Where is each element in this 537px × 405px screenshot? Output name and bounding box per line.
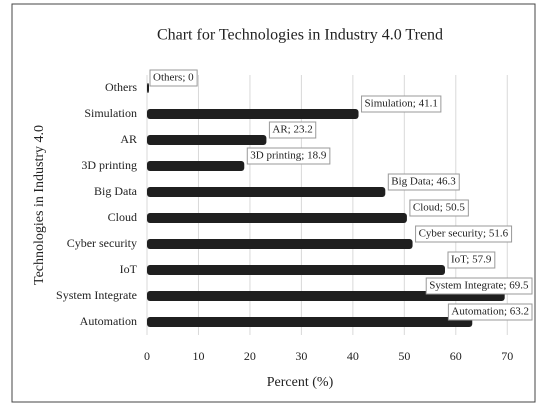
data-label: Cyber security; 51.6: [419, 228, 509, 240]
y-tick-label: Others: [105, 80, 137, 94]
x-tick-label: 50: [398, 349, 410, 363]
bar: [147, 213, 407, 223]
data-label: Automation; 63.2: [451, 306, 529, 318]
data-label-box: [447, 303, 533, 321]
x-tick-label: 70: [501, 349, 513, 363]
x-axis-label: Percent (%): [267, 375, 334, 390]
y-tick-label: IoT: [120, 262, 138, 276]
y-tick-label: Big Data: [94, 184, 138, 198]
y-axis-label: Technologies in Industry 4.0: [32, 125, 47, 285]
data-label: System Integrate; 69.5: [429, 280, 529, 292]
bar: [147, 83, 149, 93]
x-tick-label: 10: [192, 349, 204, 363]
y-tick-label: Cloud: [108, 210, 137, 224]
bar: [147, 265, 445, 275]
data-label-box: [415, 225, 513, 243]
data-label: Cloud; 50.5: [413, 202, 465, 214]
data-label-box: [149, 69, 198, 87]
x-tick-label: 40: [347, 349, 359, 363]
data-label: AR; 23.2: [272, 124, 312, 136]
data-label: IoT; 57.9: [451, 254, 492, 266]
bar: [147, 161, 245, 171]
data-label-box: [425, 277, 533, 295]
bar: [147, 187, 386, 197]
bar: [147, 135, 267, 145]
chart-title: Chart for Technologies in Industry 4.0 T…: [157, 27, 443, 44]
y-tick-label: Simulation: [84, 106, 137, 120]
y-tick-label: 3D printing: [81, 158, 137, 172]
bar: [147, 291, 505, 301]
x-tick-label: 0: [144, 349, 150, 363]
x-tick-label: 20: [244, 349, 256, 363]
y-tick-label: System Integrate: [56, 288, 137, 302]
bar: [147, 317, 473, 327]
data-label: Big Data; 46.3: [391, 176, 456, 188]
data-label-box: [268, 121, 317, 139]
bar: [147, 239, 413, 249]
data-label: Others; 0: [153, 72, 194, 84]
x-tick-label: 30: [295, 349, 307, 363]
data-label-box: [361, 95, 442, 113]
data-label-box: [409, 199, 469, 217]
data-label-box: [387, 173, 460, 191]
y-tick-label: AR: [120, 132, 137, 146]
x-tick-label: 60: [450, 349, 462, 363]
bar: [147, 109, 359, 119]
data-label-box: [447, 251, 496, 269]
y-tick-label: Cyber security: [67, 236, 137, 250]
data-label: Simulation; 41.1: [365, 98, 438, 110]
y-tick-label: Automation: [80, 314, 137, 328]
data-label-box: [246, 147, 331, 165]
data-label: 3D printing; 18.9: [250, 150, 327, 162]
